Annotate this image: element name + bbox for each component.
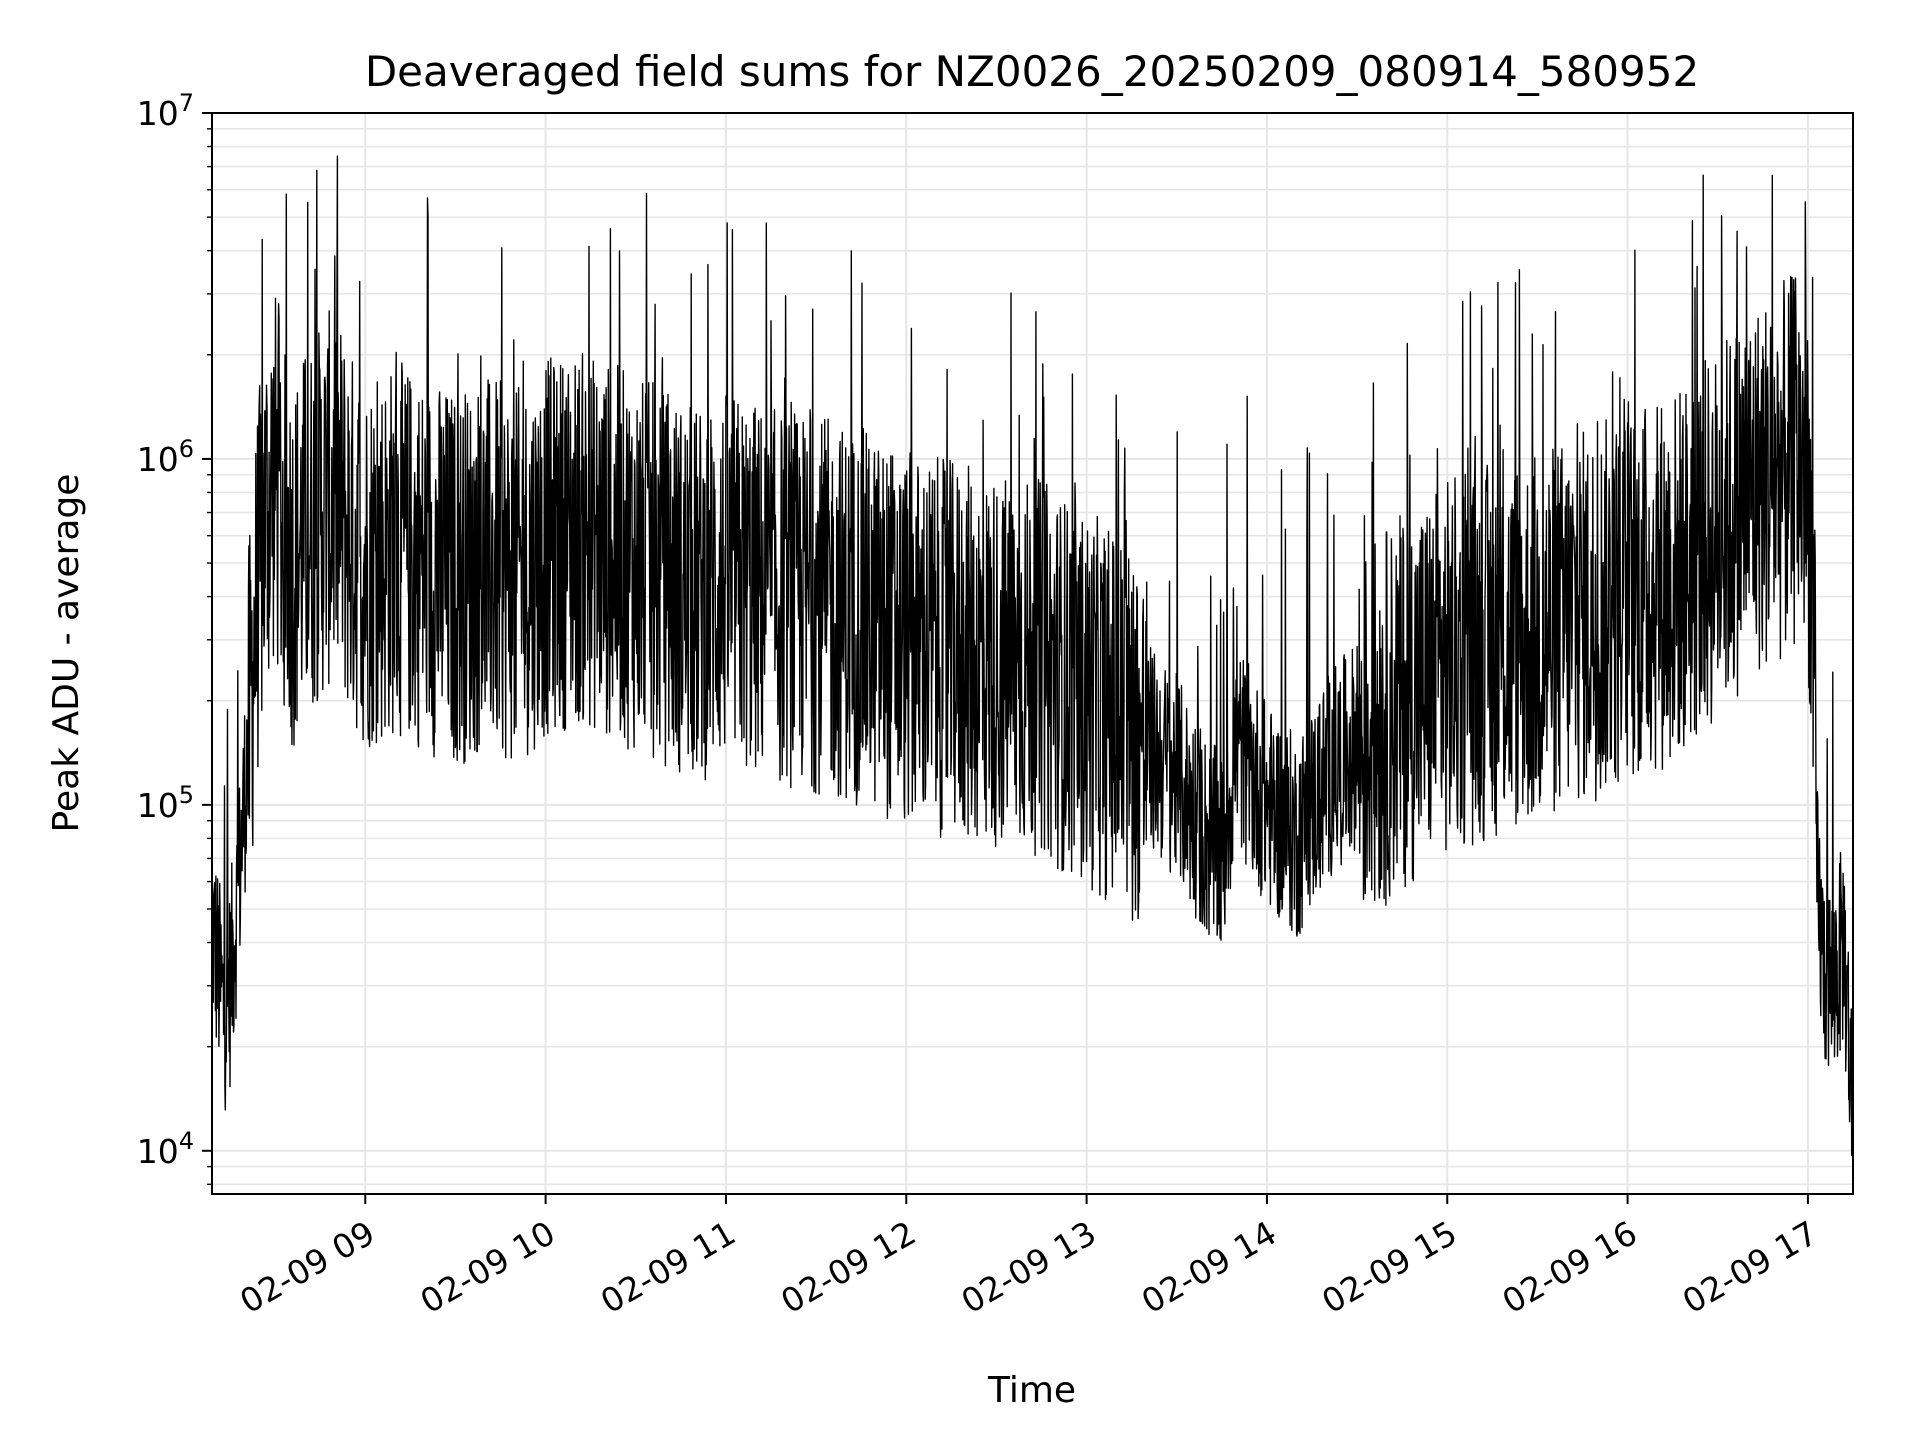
y-axis-label: Peak ADU - average xyxy=(46,474,87,833)
y-tick-label: 106 xyxy=(137,435,194,479)
y-tick-label: 107 xyxy=(137,89,194,133)
ticks xyxy=(202,112,1809,1204)
chart-title: Deaveraged field sums for NZ0026_2025020… xyxy=(365,47,1699,96)
y-tick-label: 105 xyxy=(137,781,194,825)
y-tick-label: 104 xyxy=(137,1127,194,1171)
series-line xyxy=(212,155,1853,1157)
x-axis-label: Time xyxy=(987,1370,1076,1411)
plot-frame xyxy=(211,112,1854,1195)
y-tick-labels: 104 105 106 107 xyxy=(137,89,194,1171)
